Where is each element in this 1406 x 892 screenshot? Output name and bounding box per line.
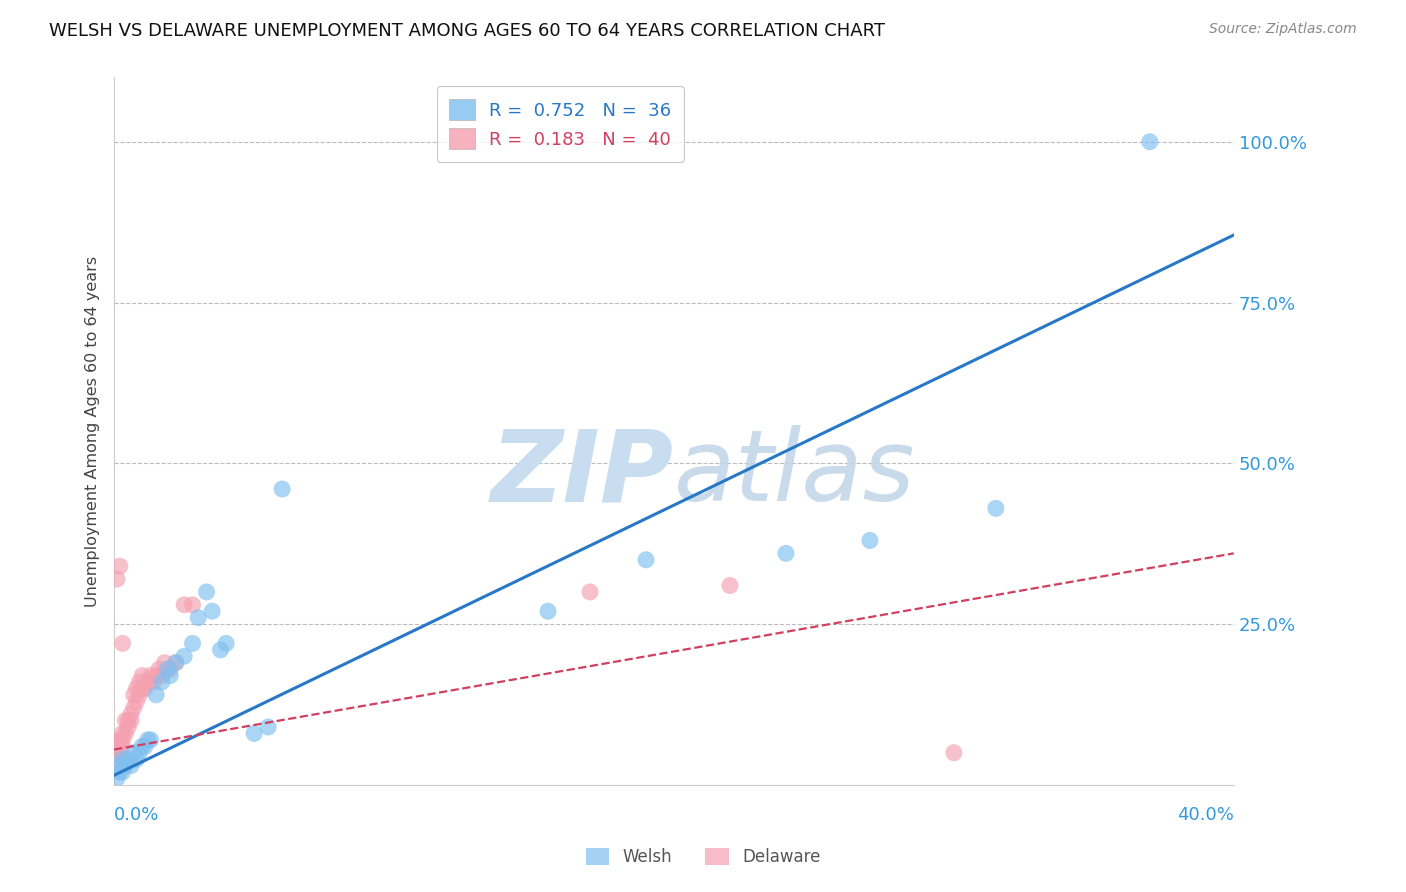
- Point: [111, 764, 134, 779]
- Point: [634, 553, 657, 567]
- Text: Source: ZipAtlas.com: Source: ZipAtlas.com: [1209, 22, 1357, 37]
- Point: [136, 675, 159, 690]
- Point: [271, 482, 294, 496]
- Point: [114, 758, 136, 772]
- Text: 0.0%: 0.0%: [114, 806, 159, 824]
- Point: [122, 688, 145, 702]
- Text: ZIP: ZIP: [491, 425, 673, 522]
- Point: [201, 604, 224, 618]
- Point: [117, 714, 139, 728]
- Point: [117, 752, 139, 766]
- Text: atlas: atlas: [673, 425, 915, 522]
- Point: [125, 681, 148, 696]
- Point: [111, 726, 134, 740]
- Point: [114, 714, 136, 728]
- Legend: R =  0.752   N =  36, R =  0.183   N =  40: R = 0.752 N = 36, R = 0.183 N = 40: [437, 87, 683, 161]
- Text: WELSH VS DELAWARE UNEMPLOYMENT AMONG AGES 60 TO 64 YEARS CORRELATION CHART: WELSH VS DELAWARE UNEMPLOYMENT AMONG AGE…: [49, 22, 886, 40]
- Point: [105, 739, 128, 754]
- Point: [187, 610, 209, 624]
- Point: [142, 675, 165, 690]
- Point: [148, 662, 170, 676]
- Point: [173, 598, 195, 612]
- Point: [775, 546, 797, 560]
- Point: [111, 752, 134, 766]
- Point: [122, 700, 145, 714]
- Point: [195, 585, 218, 599]
- Point: [105, 746, 128, 760]
- Point: [165, 656, 187, 670]
- Point: [134, 681, 156, 696]
- Point: [859, 533, 882, 548]
- Point: [120, 758, 142, 772]
- Point: [165, 656, 187, 670]
- Point: [150, 668, 173, 682]
- Point: [257, 720, 280, 734]
- Point: [136, 732, 159, 747]
- Point: [942, 746, 965, 760]
- Point: [173, 649, 195, 664]
- Point: [105, 752, 128, 766]
- Point: [153, 656, 176, 670]
- Point: [108, 559, 131, 574]
- Point: [114, 726, 136, 740]
- Point: [111, 739, 134, 754]
- Point: [718, 578, 741, 592]
- Point: [215, 636, 238, 650]
- Point: [181, 636, 204, 650]
- Point: [120, 707, 142, 722]
- Text: 40.0%: 40.0%: [1177, 806, 1234, 824]
- Point: [108, 764, 131, 779]
- Point: [105, 772, 128, 786]
- Point: [181, 598, 204, 612]
- Point: [159, 662, 181, 676]
- Point: [1139, 135, 1161, 149]
- Point: [108, 758, 131, 772]
- Point: [117, 720, 139, 734]
- Legend: Welsh, Delaware: Welsh, Delaware: [578, 840, 828, 875]
- Point: [125, 752, 148, 766]
- Point: [159, 668, 181, 682]
- Point: [131, 739, 153, 754]
- Point: [145, 668, 167, 682]
- Point: [111, 732, 134, 747]
- Point: [131, 668, 153, 682]
- Point: [111, 636, 134, 650]
- Point: [579, 585, 602, 599]
- Point: [150, 675, 173, 690]
- Point: [105, 572, 128, 586]
- Point: [108, 732, 131, 747]
- Point: [209, 642, 232, 657]
- Point: [145, 688, 167, 702]
- Point: [128, 688, 150, 702]
- Point: [122, 746, 145, 760]
- Point: [128, 675, 150, 690]
- Point: [139, 668, 162, 682]
- Point: [134, 739, 156, 754]
- Point: [984, 501, 1007, 516]
- Point: [139, 732, 162, 747]
- Y-axis label: Unemployment Among Ages 60 to 64 years: Unemployment Among Ages 60 to 64 years: [86, 256, 100, 607]
- Point: [120, 714, 142, 728]
- Point: [128, 746, 150, 760]
- Point: [243, 726, 266, 740]
- Point: [108, 746, 131, 760]
- Point: [537, 604, 560, 618]
- Point: [156, 662, 179, 676]
- Point: [131, 681, 153, 696]
- Point: [125, 694, 148, 708]
